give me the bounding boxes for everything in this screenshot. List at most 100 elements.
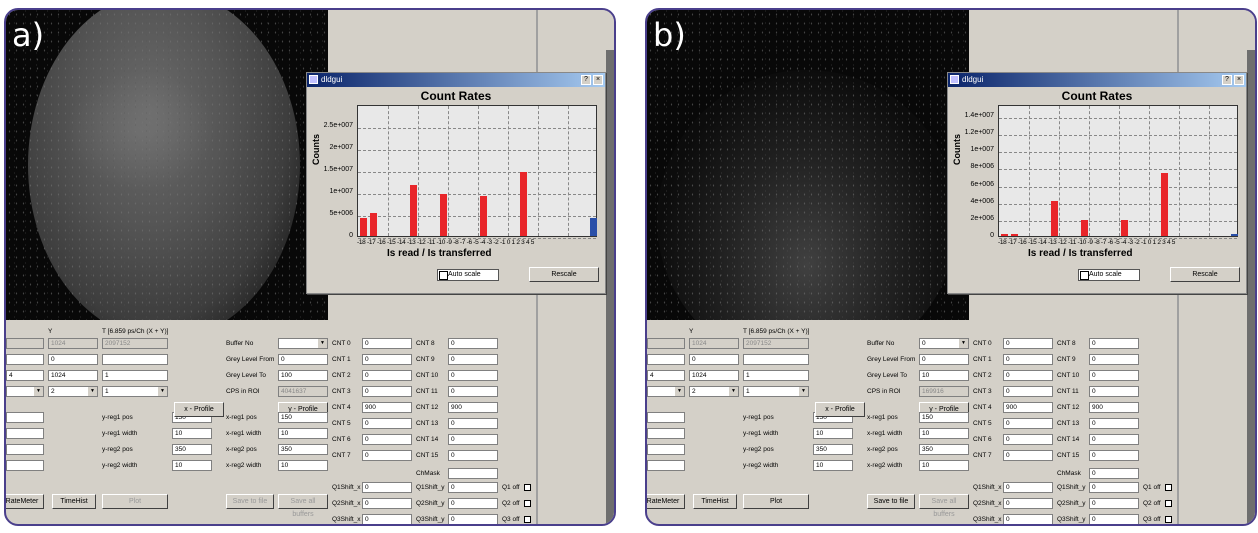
field-t-2[interactable] <box>743 354 809 365</box>
cnt-input-7[interactable]: 0 <box>1003 450 1053 461</box>
select-x-4[interactable] <box>6 386 44 397</box>
left-field-2[interactable] <box>6 444 44 455</box>
x-profile-button[interactable]: x - Profile <box>174 402 224 417</box>
cnt-input-3[interactable]: 0 <box>362 386 412 397</box>
grey-to-input[interactable]: 100 <box>278 370 328 381</box>
q2off-checkbox[interactable] <box>1165 500 1172 507</box>
cnt-input-6[interactable]: 0 <box>1003 434 1053 445</box>
yreg2-width-input[interactable]: 10 <box>172 460 212 471</box>
cnt-input-2[interactable]: 0 <box>1003 370 1053 381</box>
q2off-checkbox[interactable] <box>524 500 531 507</box>
yreg1-width-input[interactable]: 10 <box>172 428 212 439</box>
cnt-input-12[interactable]: 900 <box>448 402 498 413</box>
cnt-input-8[interactable]: 0 <box>1089 338 1139 349</box>
plot-button[interactable]: Plot <box>743 494 809 509</box>
cnt-input-4[interactable]: 900 <box>1003 402 1053 413</box>
field-x-3[interactable]: 4 <box>647 370 685 381</box>
cnt-input-15[interactable]: 0 <box>448 450 498 461</box>
cnt-input-4[interactable]: 900 <box>362 402 412 413</box>
xreg1-pos-input[interactable]: 150 <box>919 412 969 423</box>
cnt-input-13[interactable]: 0 <box>1089 418 1139 429</box>
xreg2-width-input[interactable]: 10 <box>278 460 328 471</box>
cnt-input-10[interactable]: 0 <box>448 370 498 381</box>
q3off-checkbox[interactable] <box>1165 516 1172 523</box>
select-y-4[interactable]: 2 <box>689 386 739 397</box>
field-y-3[interactable]: 1024 <box>689 370 739 381</box>
cnt-input-8[interactable]: 0 <box>448 338 498 349</box>
left-field-0[interactable] <box>647 412 685 423</box>
buffer-no-select[interactable] <box>278 338 328 349</box>
q2x-input[interactable]: 0 <box>362 498 412 509</box>
cnt-input-0[interactable]: 0 <box>1003 338 1053 349</box>
q2y-input[interactable]: 0 <box>1089 498 1139 509</box>
q3y-input[interactable]: 0 <box>448 514 498 524</box>
auto-scale-checkbox[interactable]: Auto scale <box>1078 269 1140 281</box>
rescale-button[interactable]: Rescale <box>1170 267 1240 282</box>
field-y-2[interactable]: 0 <box>48 354 98 365</box>
q3x-input[interactable]: 0 <box>362 514 412 524</box>
left-field-2[interactable] <box>647 444 685 455</box>
field-x-3[interactable]: 4 <box>6 370 44 381</box>
save-all-buffers-button[interactable]: Save all buffers <box>919 494 969 518</box>
cnt-input-3[interactable]: 0 <box>1003 386 1053 397</box>
buffer-no-select[interactable]: 0 <box>919 338 969 349</box>
left-field-1[interactable] <box>6 428 44 439</box>
select-y-4[interactable]: 2 <box>48 386 98 397</box>
select-t-4[interactable]: 1 <box>102 386 168 397</box>
cnt-input-7[interactable]: 0 <box>362 450 412 461</box>
timehist-button[interactable]: TimeHist <box>52 494 96 509</box>
cnt-input-5[interactable]: 0 <box>1003 418 1053 429</box>
q3y-input[interactable]: 0 <box>1089 514 1139 524</box>
field-t-3[interactable]: 1 <box>102 370 168 381</box>
q3x-input[interactable]: 0 <box>1003 514 1053 524</box>
grey-from-input[interactable]: 0 <box>278 354 328 365</box>
yreg2-pos-input[interactable]: 350 <box>813 444 853 455</box>
apply-qshifts-button[interactable]: Apply QShifts <box>919 524 969 526</box>
close-button[interactable]: × <box>593 75 603 85</box>
grey-to-input[interactable]: 10 <box>919 370 969 381</box>
xreg1-width-input[interactable]: 10 <box>278 428 328 439</box>
field-x-2[interactable] <box>6 354 44 365</box>
q1off-checkbox[interactable] <box>524 484 531 491</box>
cnt-input-14[interactable]: 0 <box>448 434 498 445</box>
left-field-3[interactable] <box>6 460 44 471</box>
chmask-input[interactable]: 0 <box>1089 468 1139 479</box>
close-button[interactable]: × <box>1234 75 1244 85</box>
field-t-2[interactable] <box>102 354 168 365</box>
yreg2-pos-input[interactable]: 350 <box>172 444 212 455</box>
q1off-checkbox[interactable] <box>1165 484 1172 491</box>
cnt-input-11[interactable]: 0 <box>1089 386 1139 397</box>
cnt-input-9[interactable]: 0 <box>448 354 498 365</box>
save-to-file-button[interactable]: Save to file <box>226 494 274 509</box>
q1y-input[interactable]: 0 <box>448 482 498 493</box>
q1x-input[interactable]: 0 <box>362 482 412 493</box>
cnt-input-1[interactable]: 0 <box>1003 354 1053 365</box>
field-y-2[interactable]: 0 <box>689 354 739 365</box>
plot-button[interactable]: Plot <box>102 494 168 509</box>
timehist-button[interactable]: TimeHist <box>693 494 737 509</box>
q1x-input[interactable]: 0 <box>1003 482 1053 493</box>
rescale-button[interactable]: Rescale <box>529 267 599 282</box>
cnt-input-9[interactable]: 0 <box>1089 354 1139 365</box>
xreg2-pos-input[interactable]: 350 <box>919 444 969 455</box>
cnt-input-2[interactable]: 0 <box>362 370 412 381</box>
cnt-input-1[interactable]: 0 <box>362 354 412 365</box>
help-button[interactable]: ? <box>581 75 591 85</box>
cnt-input-14[interactable]: 0 <box>1089 434 1139 445</box>
q1y-input[interactable]: 0 <box>1089 482 1139 493</box>
cnt-input-12[interactable]: 900 <box>1089 402 1139 413</box>
field-t-3[interactable]: 1 <box>743 370 809 381</box>
auto-scale-checkbox[interactable]: Auto scale <box>437 269 499 281</box>
q2x-input[interactable]: 0 <box>1003 498 1053 509</box>
save-all-buffers-button[interactable]: Save all buffers <box>278 494 328 518</box>
field-y-3[interactable]: 1024 <box>48 370 98 381</box>
cnt-input-13[interactable]: 0 <box>448 418 498 429</box>
left-field-0[interactable] <box>6 412 44 423</box>
select-x-4[interactable] <box>647 386 685 397</box>
select-t-4[interactable]: 1 <box>743 386 809 397</box>
cnt-input-11[interactable]: 0 <box>448 386 498 397</box>
yreg1-width-input[interactable]: 10 <box>813 428 853 439</box>
yreg2-width-input[interactable]: 10 <box>813 460 853 471</box>
ratemeter-button[interactable]: RateMeter <box>647 494 685 509</box>
xreg1-width-input[interactable]: 10 <box>919 428 969 439</box>
